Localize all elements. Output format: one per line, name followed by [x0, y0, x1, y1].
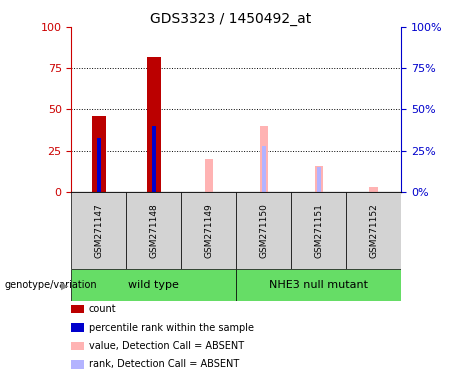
- Bar: [152, 126, 156, 192]
- Bar: [71, 192, 126, 269]
- Bar: [260, 126, 268, 192]
- Bar: [369, 187, 378, 192]
- Text: GDS3323 / 1450492_at: GDS3323 / 1450492_at: [150, 12, 311, 25]
- Text: GSM271149: GSM271149: [204, 203, 213, 258]
- Bar: [236, 192, 291, 269]
- Text: count: count: [89, 304, 117, 314]
- Text: wild type: wild type: [129, 280, 179, 290]
- Text: value, Detection Call = ABSENT: value, Detection Call = ABSENT: [89, 341, 244, 351]
- Text: GSM271147: GSM271147: [95, 203, 103, 258]
- Text: genotype/variation: genotype/variation: [5, 280, 97, 290]
- Bar: [97, 137, 101, 192]
- Text: GSM271150: GSM271150: [259, 203, 268, 258]
- Text: GSM271148: GSM271148: [149, 203, 159, 258]
- Bar: [314, 166, 323, 192]
- Text: NHE3 null mutant: NHE3 null mutant: [269, 280, 368, 290]
- Bar: [346, 192, 401, 269]
- Bar: [317, 167, 320, 192]
- Text: ▶: ▶: [61, 280, 68, 290]
- Text: GSM271152: GSM271152: [369, 203, 378, 258]
- Text: GSM271151: GSM271151: [314, 203, 323, 258]
- Bar: [126, 192, 181, 269]
- Bar: [205, 159, 213, 192]
- Bar: [71, 269, 236, 301]
- Bar: [291, 192, 346, 269]
- Bar: [147, 56, 161, 192]
- Bar: [236, 269, 401, 301]
- Text: percentile rank within the sample: percentile rank within the sample: [89, 323, 254, 333]
- Text: rank, Detection Call = ABSENT: rank, Detection Call = ABSENT: [89, 359, 239, 369]
- Bar: [262, 146, 266, 192]
- Bar: [92, 116, 106, 192]
- Bar: [181, 192, 236, 269]
